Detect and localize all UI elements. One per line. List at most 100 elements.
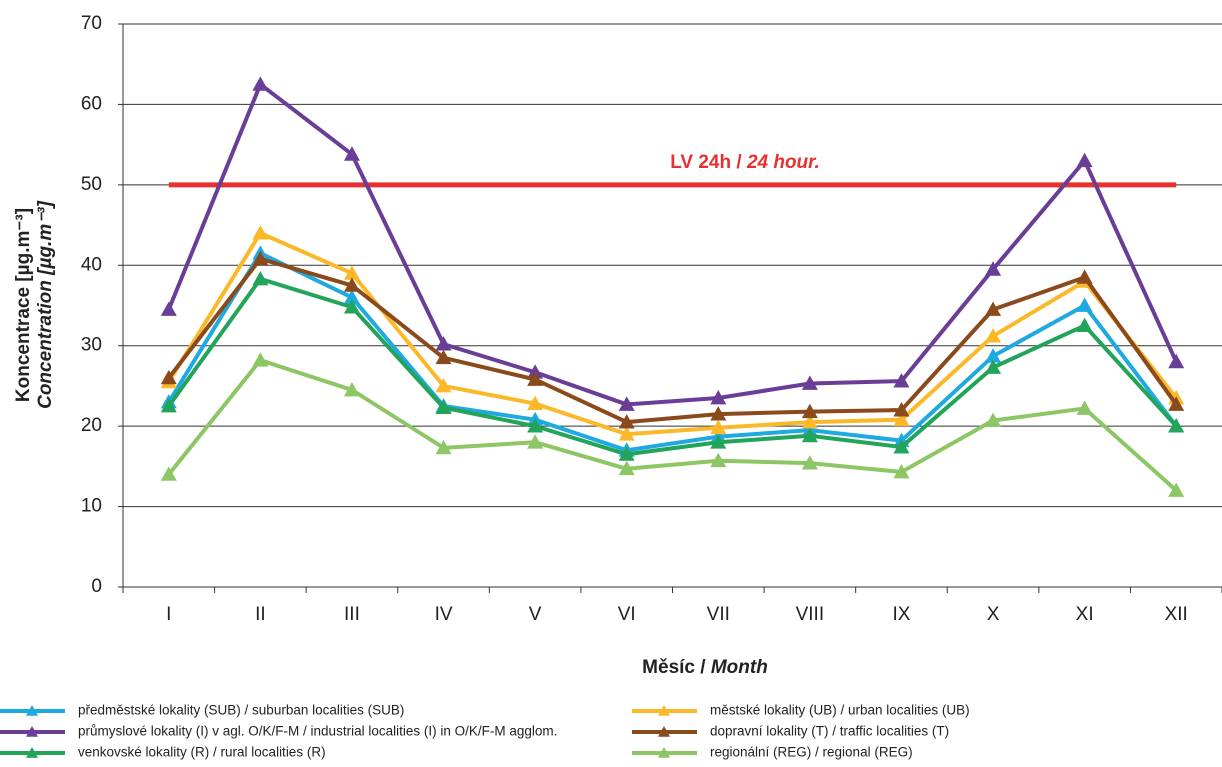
marker (985, 412, 1002, 427)
marker (985, 328, 1002, 343)
marker (893, 463, 910, 479)
marker (618, 426, 635, 441)
series-line (167, 251, 1178, 453)
x-tick-label: IX (892, 604, 910, 625)
marker (160, 398, 177, 413)
y-tick-label: 20 (81, 415, 102, 436)
marker (985, 261, 1002, 276)
marker (435, 336, 452, 351)
x-tick-label: IV (435, 604, 453, 625)
marker (985, 359, 1002, 374)
marker (527, 434, 544, 449)
series-line (167, 358, 1178, 492)
marker (1168, 353, 1185, 369)
marker (710, 389, 727, 405)
legend-marker (658, 726, 670, 737)
x-axis-label: Měsíc / Month (642, 657, 768, 678)
marker (710, 434, 727, 449)
marker (893, 439, 910, 454)
series-line (167, 276, 1178, 457)
y-tick-label: 50 (81, 174, 102, 195)
marker (435, 377, 452, 393)
marker (618, 414, 635, 429)
marker (801, 455, 818, 470)
marker (801, 375, 818, 390)
marker (435, 399, 452, 415)
x-tick-label: VIII (796, 604, 825, 625)
marker (343, 146, 360, 161)
x-axis-label-cz: Měsíc / (642, 657, 706, 678)
marker (252, 352, 269, 367)
y-tick-label: 40 (81, 254, 102, 275)
legend-label: regionální (REG) / regional (REG) (710, 745, 913, 760)
marker (435, 439, 452, 455)
marker (618, 460, 635, 476)
marker (343, 299, 360, 314)
x-tick-label: V (529, 604, 542, 625)
legend-marker (26, 747, 38, 758)
marker (527, 371, 544, 386)
marker (343, 265, 360, 280)
marker (893, 373, 910, 388)
marker (618, 446, 635, 461)
marker (252, 250, 269, 266)
marker (527, 395, 544, 411)
marker (893, 411, 910, 427)
marker (160, 369, 177, 385)
x-tick-label: VII (707, 604, 730, 625)
legend-marker (26, 726, 38, 737)
x-tick-label: II (255, 604, 266, 625)
y-tick-label: 70 (81, 13, 102, 34)
legend-marker (26, 705, 38, 716)
marker (893, 402, 910, 417)
y-axis-label-en: Concentration [µg.m⁻³] (35, 200, 56, 408)
marker (1168, 482, 1185, 497)
y-tick-label: 0 (91, 576, 102, 597)
marker (801, 414, 818, 429)
marker (618, 396, 635, 411)
y-tick-label: 60 (81, 93, 102, 114)
legend-label: městské lokality (UB) / urban localities… (710, 703, 970, 718)
marker (435, 349, 452, 365)
marker (252, 225, 269, 240)
marker (710, 419, 727, 435)
series-line (166, 82, 1179, 407)
series-line (167, 256, 1178, 425)
marker (985, 301, 1002, 316)
marker (252, 270, 269, 286)
marker (252, 76, 269, 91)
marker (1076, 317, 1093, 333)
marker (527, 364, 544, 379)
legend-label: průmyslové lokality (I) v agl. O/K/F-M /… (78, 724, 557, 739)
x-tick-label: XI (1076, 604, 1094, 625)
marker (1076, 152, 1093, 168)
marker (343, 277, 360, 292)
marker (1076, 269, 1093, 284)
marker (343, 381, 360, 397)
legend-marker (658, 747, 670, 758)
marker (801, 427, 818, 443)
limit-label-cz: LV 24h / (670, 152, 742, 173)
marker (985, 348, 1002, 363)
y-tick-label: 30 (81, 335, 102, 356)
series-line (167, 231, 1178, 437)
legend-marker (658, 705, 670, 716)
x-axis-label-en: Month (711, 657, 768, 678)
marker (1076, 297, 1093, 312)
limit-label: LV 24h / 24 hour. (670, 152, 820, 173)
x-tick-label: III (344, 604, 360, 625)
legend-label: venkovské lokality (R) / rural localitie… (78, 745, 326, 760)
y-tick-label: 10 (81, 496, 102, 517)
x-tick-label: VI (618, 604, 636, 625)
y-axis-label: Koncentrace [µg.m⁻³] (13, 208, 34, 402)
marker (801, 403, 818, 419)
marker (710, 452, 727, 468)
x-tick-label: I (166, 604, 171, 625)
marker (343, 289, 360, 304)
x-tick-label: XII (1165, 604, 1188, 625)
marker (160, 466, 177, 481)
marker (1168, 418, 1185, 433)
marker (710, 406, 727, 421)
marker (1076, 400, 1093, 415)
